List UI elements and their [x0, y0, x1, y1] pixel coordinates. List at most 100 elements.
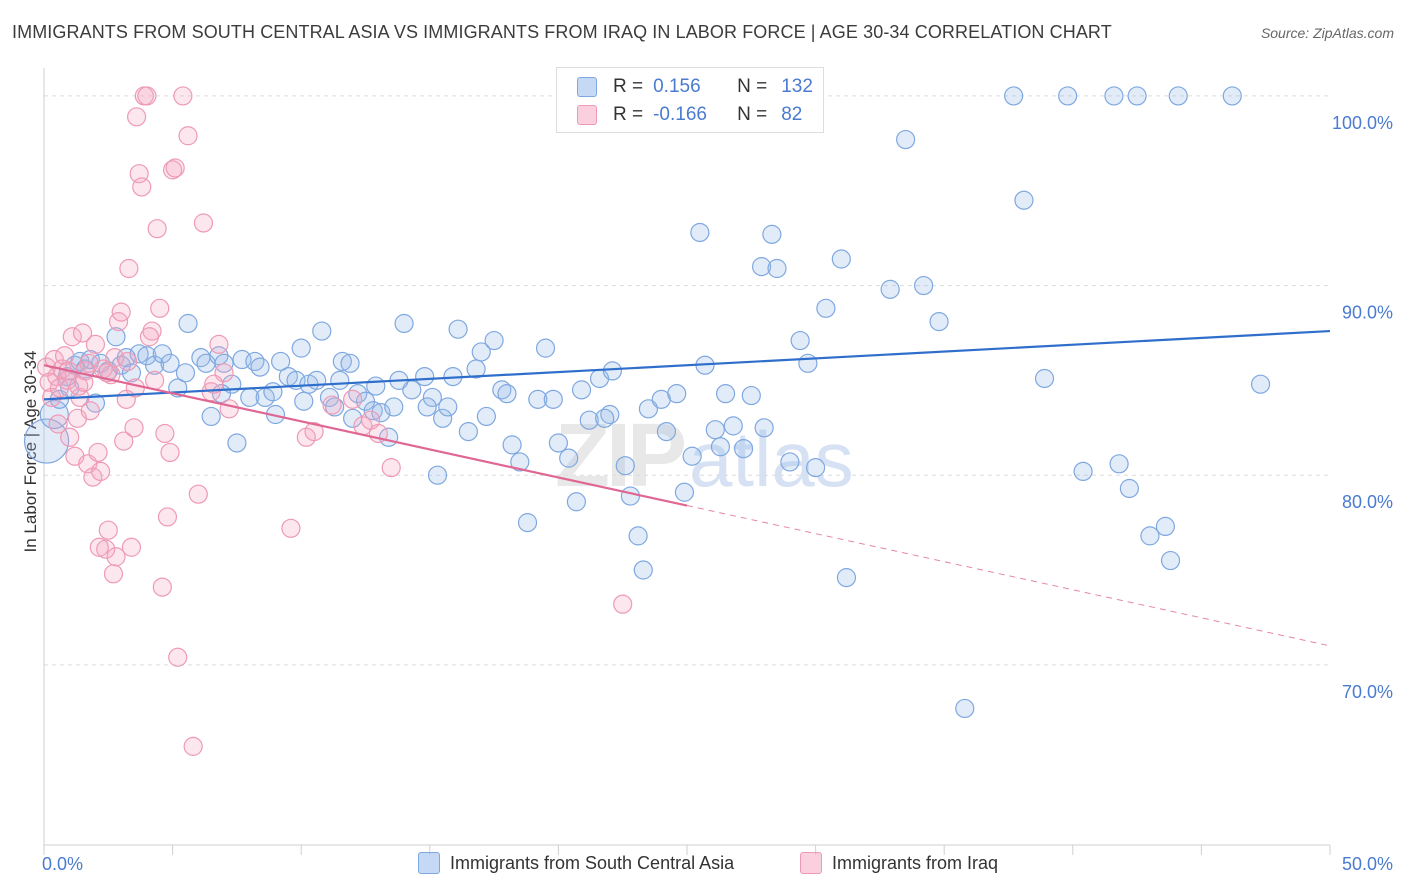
data-point-south-central-asia [476, 406, 496, 427]
data-point-iraq [49, 378, 70, 398]
data-point-south-central-asia [929, 311, 949, 332]
data-point-south-central-asia [291, 338, 311, 358]
data-point-south-central-asia [705, 420, 725, 440]
data-point-iraq [119, 258, 139, 279]
data-point-iraq [183, 736, 203, 756]
legend-label: Immigrants from Iraq [832, 852, 999, 873]
data-point-iraq [62, 327, 82, 347]
data-point-south-central-asia [433, 408, 453, 428]
data-point-south-central-asia [715, 384, 736, 404]
data-point-south-central-asia [751, 257, 772, 277]
data-point-iraq [60, 427, 80, 447]
data-point-iraq [219, 399, 239, 419]
data-point-iraq [103, 564, 124, 584]
data-point-south-central-asia [384, 397, 404, 417]
trend-line-extension-iraq [686, 505, 1331, 647]
data-point-south-central-asia [271, 351, 291, 372]
data-point-iraq [105, 348, 125, 368]
legend-swatch-pink [800, 852, 822, 874]
legend-r-value: 0.156 [653, 76, 701, 97]
data-point-south-central-asia [620, 486, 641, 506]
data-point-south-central-asia [415, 366, 435, 387]
data-point-south-central-asia [633, 560, 653, 580]
data-point-south-central-asia [1222, 86, 1242, 106]
data-point-iraq [54, 346, 75, 366]
data-point-iraq [165, 158, 185, 178]
data-point-iraq [137, 86, 157, 106]
data-point-iraq [69, 376, 89, 396]
data-point-south-central-asia [422, 387, 442, 408]
legend-n-label: N = [737, 104, 768, 125]
data-point-iraq [72, 323, 93, 343]
y-tick-label: 80.0% [1342, 492, 1393, 512]
data-point-south-central-asia [294, 391, 314, 411]
data-point-south-central-asia [332, 351, 352, 372]
data-point-iraq [281, 518, 301, 538]
data-point-iraq [381, 458, 401, 478]
data-point-south-central-asia [510, 452, 530, 472]
data-point-south-central-asia [1058, 86, 1078, 106]
data-point-south-central-asia [780, 452, 800, 472]
data-point-south-central-asia [201, 406, 221, 427]
data-point-south-central-asia [1014, 190, 1034, 210]
source-label: Source: ZipAtlas.com [1260, 25, 1394, 41]
data-point-south-central-asia [831, 249, 851, 269]
data-point-iraq [160, 442, 180, 463]
data-point-iraq [121, 537, 142, 557]
data-point-south-central-asia [836, 568, 857, 588]
data-point-south-central-asia [448, 319, 468, 339]
data-point-south-central-asia [579, 410, 599, 430]
data-point-south-central-asia [1140, 526, 1160, 546]
data-point-south-central-asia [615, 456, 635, 476]
data-point-iraq [173, 86, 193, 106]
data-point-south-central-asia [348, 384, 368, 404]
legend-swatch-pink [577, 105, 597, 125]
data-point-south-central-asia [602, 361, 623, 381]
x-tick-label: 50.0% [1342, 854, 1393, 874]
data-point-south-central-asia [427, 465, 448, 485]
data-point-iraq [144, 370, 165, 390]
data-point-south-central-asia [548, 433, 569, 453]
legend-n-label: N = [737, 76, 768, 97]
data-point-south-central-asia [497, 384, 517, 404]
data-point-south-central-asia [245, 351, 265, 372]
trend-line-south-central-asia [43, 329, 1331, 401]
data-point-iraq [188, 484, 208, 504]
data-point-iraq [98, 520, 118, 540]
legend-label: Immigrants from South Central Asia [450, 852, 735, 873]
legend-r-value: -0.166 [653, 104, 707, 125]
data-point-iraq [152, 577, 172, 597]
data-point-south-central-asia [733, 439, 754, 459]
y-tick-label: 70.0% [1342, 682, 1393, 702]
data-point-south-central-asia [319, 387, 340, 408]
data-point-south-central-asia [1073, 461, 1093, 482]
data-point-iraq [343, 389, 363, 409]
data-point-south-central-asia [1109, 454, 1129, 474]
legend-n-value: 82 [781, 104, 803, 125]
chart-title: IMMIGRANTS FROM SOUTH CENTRAL ASIA VS IM… [12, 22, 1112, 42]
data-point-south-central-asia [1250, 374, 1271, 394]
data-point-south-central-asia [1034, 368, 1055, 389]
data-point-south-central-asia [1127, 86, 1147, 106]
data-point-iraq [111, 302, 131, 322]
data-point-south-central-asia [805, 458, 826, 478]
data-point-iraq [85, 334, 106, 354]
data-point-south-central-asia [178, 313, 198, 334]
y-axis-label: In Labor Force | Age 30-34 [21, 351, 40, 553]
data-point-south-central-asia [394, 313, 414, 334]
legend-n-value: 132 [781, 76, 813, 97]
data-point-south-central-asia [1004, 86, 1024, 106]
data-point-south-central-asia [458, 421, 478, 442]
data-point-south-central-asia [595, 408, 615, 428]
data-point-iraq [204, 374, 224, 394]
data-point-iraq [209, 334, 229, 354]
data-point-iraq [155, 423, 175, 444]
data-point-iraq [304, 421, 324, 442]
data-point-south-central-asia [656, 421, 677, 442]
data-point-south-central-asia [175, 363, 196, 383]
data-point-south-central-asia [566, 492, 587, 512]
data-point-south-central-asia [484, 330, 504, 351]
data-point-iraq [132, 177, 152, 197]
data-point-iraq [613, 594, 633, 614]
legend-swatch-blue [577, 77, 597, 97]
